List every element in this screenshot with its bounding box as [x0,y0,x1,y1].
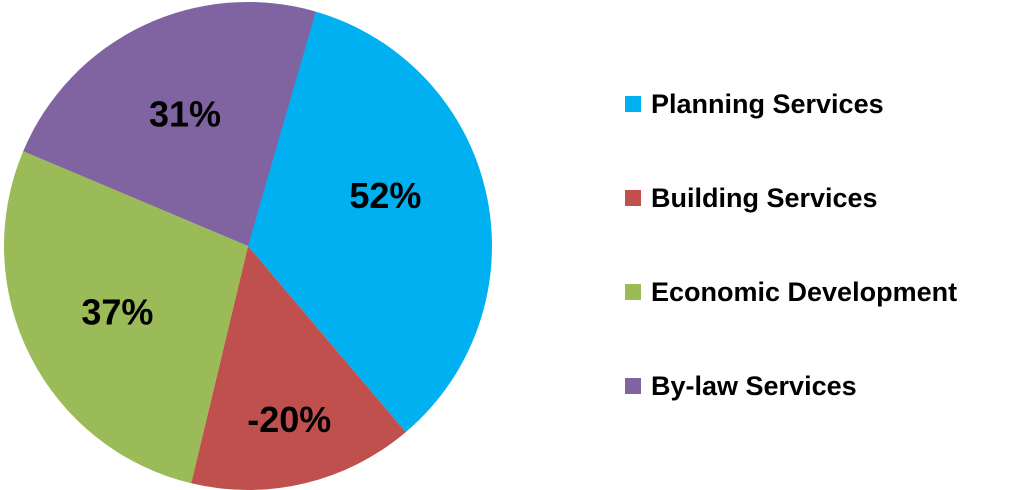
legend-swatch-economic-development [625,284,641,300]
legend-label-economic-development: Economic Development [651,277,957,307]
data-label-economic-development: 37% [81,292,153,333]
data-label-planning-services: 52% [349,175,421,216]
legend-label-by-law-services: By-law Services [651,371,857,401]
legend: Planning Services Building Services Econom… [625,89,957,401]
data-label-by-law-services: 31% [149,93,221,134]
legend-label-building-services: Building Services [651,183,878,213]
pie-slice-by-law-services [23,1,316,246]
pie-slice-economic-development [3,151,249,484]
pie-slices [3,1,493,490]
pie-slice-building-services [191,246,406,490]
data-label-building-services: -20% [247,399,331,440]
legend-swatch-planning-services [625,96,641,112]
legend-label-planning-services: Planning Services [651,89,884,119]
legend-swatch-by-law-services [625,378,641,394]
pie-slice-planning-services [248,2,493,433]
pie-slice-labels: 52% -20% 37% 31% [81,93,421,439]
legend-swatch-building-services [625,190,641,206]
